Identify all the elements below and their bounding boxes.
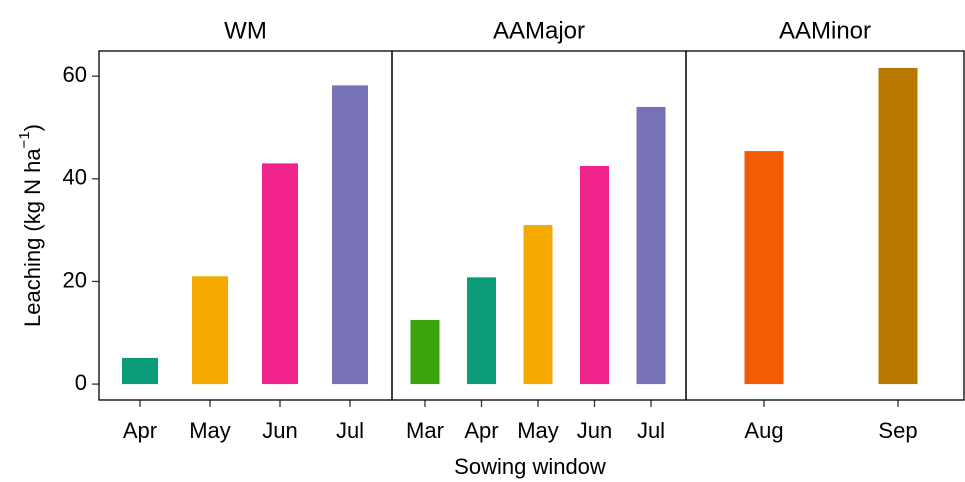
x-tick-label: Apr: [123, 418, 157, 443]
bar: [410, 319, 440, 385]
y-axis-label-sup: −1: [16, 131, 33, 148]
bar: [467, 277, 496, 385]
y-axis-label-end: ): [20, 124, 45, 131]
x-axis-label: Sowing window: [454, 454, 606, 479]
x-tick-label: May: [189, 418, 231, 443]
bar: [744, 151, 784, 385]
bar: [636, 106, 666, 385]
x-tick-label: Mar: [406, 418, 444, 443]
y-tick-label: 20: [63, 267, 87, 292]
bar: [878, 67, 918, 385]
panel-title: AAMinor: [779, 17, 871, 44]
y-tick-label: 60: [63, 62, 87, 87]
x-tick-label: Jun: [577, 418, 612, 443]
bar: [192, 276, 228, 385]
y-tick-label: 40: [63, 165, 87, 190]
x-tick-label: May: [517, 418, 559, 443]
bar: [262, 163, 298, 385]
bar: [580, 165, 609, 385]
x-tick-label: Jul: [336, 418, 364, 443]
y-axis-label-main: Leaching (kg N ha: [20, 148, 45, 327]
x-tick-label: Sep: [878, 418, 917, 443]
bar: [122, 357, 158, 385]
bar: [332, 85, 368, 385]
x-tick-label: Jun: [262, 418, 297, 443]
x-tick-label: Apr: [464, 418, 498, 443]
bar: [523, 224, 553, 385]
x-tick-label: Aug: [744, 418, 783, 443]
x-tick-label: Jul: [637, 418, 665, 443]
panel-title: AAMajor: [493, 17, 585, 44]
y-axis-label: Leaching (kg N ha−1): [16, 124, 45, 327]
panel-title: WM: [224, 17, 267, 44]
y-tick-label: 0: [75, 370, 87, 395]
panel-frame: [685, 50, 965, 401]
